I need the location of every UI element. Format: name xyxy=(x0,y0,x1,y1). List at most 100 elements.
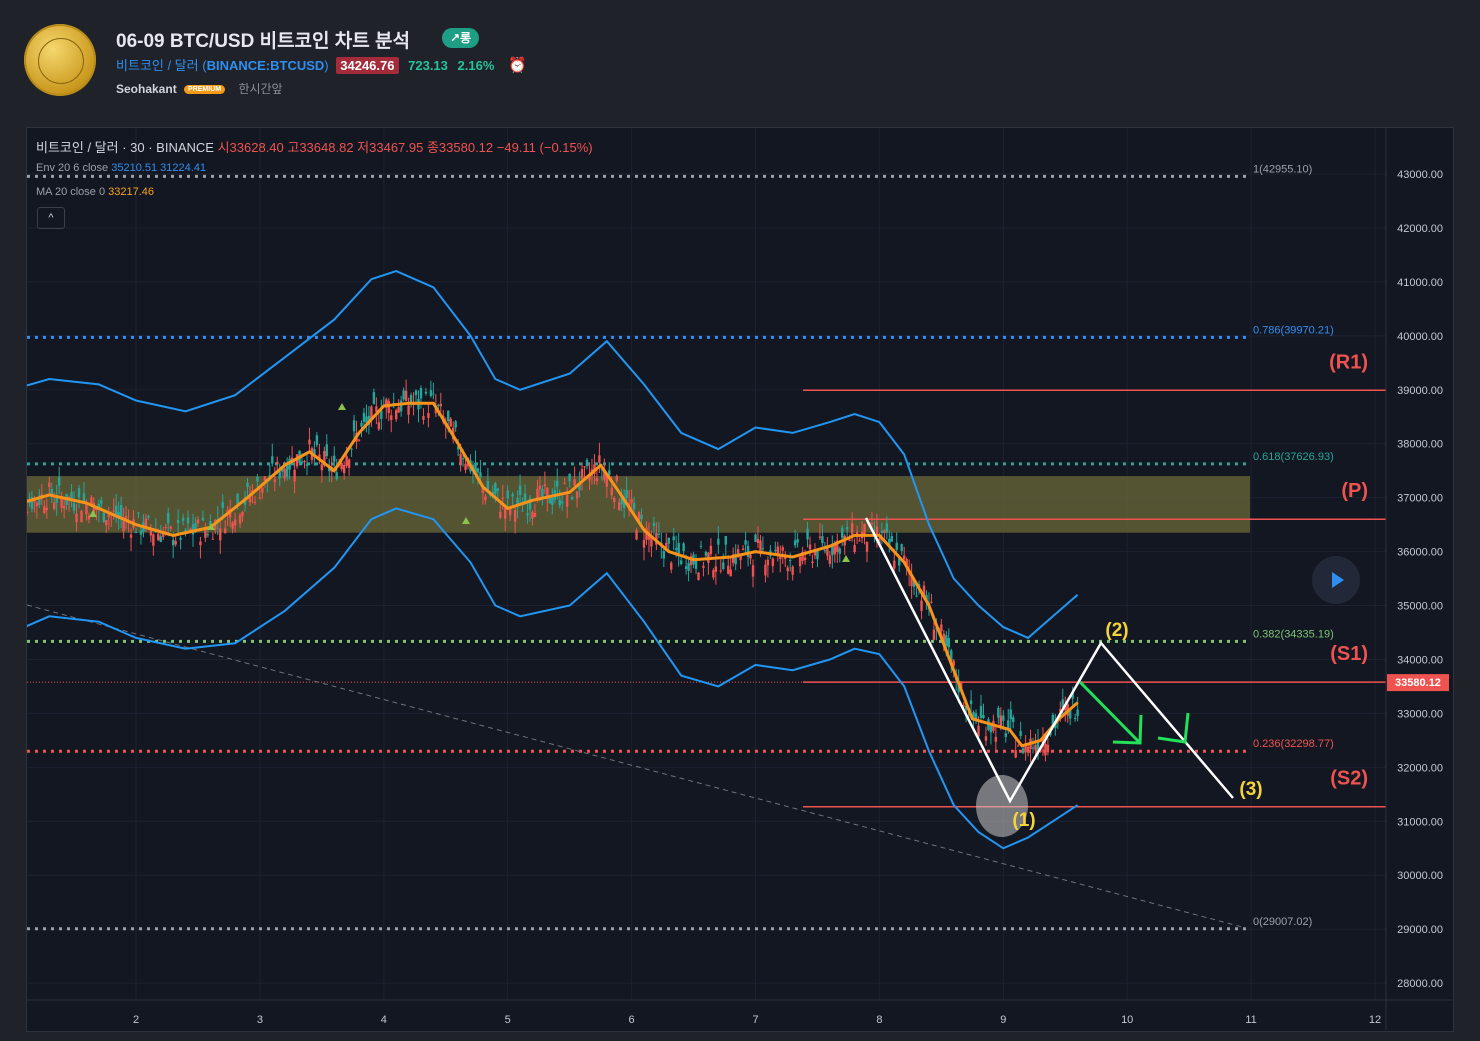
candle-body xyxy=(53,502,56,509)
candle-body xyxy=(263,476,267,481)
candle-body xyxy=(236,494,239,505)
fib-label: 0.786(39970.21) xyxy=(1253,324,1334,336)
author-name[interactable]: Seohakant xyxy=(116,82,177,96)
grid xyxy=(27,128,1386,1000)
candle-body xyxy=(231,522,234,529)
candle-body xyxy=(821,536,824,544)
candle-body xyxy=(682,543,685,552)
env-label: Env 20 6 close xyxy=(36,162,109,174)
time-axis[interactable]: 2 3 4 5 6 7 8 9 10 11 12 xyxy=(27,999,1452,1026)
candle-body xyxy=(447,410,450,422)
candle-body xyxy=(940,624,943,632)
candle-body xyxy=(276,461,279,464)
candle-body xyxy=(994,736,998,742)
candle-body xyxy=(982,715,985,719)
chart-area[interactable] xyxy=(26,127,1454,1032)
price-tick: 28000.00 xyxy=(1397,978,1443,990)
candle-body xyxy=(70,491,73,501)
play-button[interactable] xyxy=(1312,556,1360,604)
candle-body xyxy=(28,501,31,503)
candle-body xyxy=(204,529,207,538)
candle-body xyxy=(813,549,817,556)
candle-body xyxy=(407,405,410,415)
candle-body xyxy=(1034,744,1037,751)
candle-body xyxy=(479,472,482,478)
candle-body xyxy=(424,391,428,394)
candle-body xyxy=(179,537,182,540)
candle-body xyxy=(702,565,705,568)
symbol-line: 비트코인 / 달러 (BINANCE:BTCUSD) 34246.76 723.… xyxy=(116,55,527,74)
candle-body xyxy=(977,725,980,737)
fib-label: 0.382(34335.19) xyxy=(1253,628,1334,640)
price-tick: 38000.00 xyxy=(1397,439,1443,451)
candle-body xyxy=(759,540,762,553)
candle-body xyxy=(670,562,673,570)
pivot-label: (S1) xyxy=(1330,643,1368,665)
candle-body xyxy=(308,439,311,445)
candle-body xyxy=(181,518,185,521)
candle-body xyxy=(905,559,908,566)
candle-body xyxy=(746,545,750,557)
candle-body xyxy=(238,514,242,524)
candle-body xyxy=(293,469,296,482)
candle-body xyxy=(570,496,574,500)
symbol-name-link[interactable]: 비트코인 / 달러 xyxy=(116,58,199,73)
candle-body xyxy=(278,471,281,479)
ma-value: 33217.46 xyxy=(108,186,155,198)
candle-body xyxy=(675,548,678,550)
candle-body xyxy=(556,480,559,487)
candle-body xyxy=(1036,740,1040,752)
candle-body xyxy=(826,545,829,556)
candle-body xyxy=(563,482,566,484)
candle-body xyxy=(741,548,745,551)
candle-body xyxy=(464,463,467,470)
candle-body xyxy=(357,439,361,441)
candle-body xyxy=(1014,750,1017,758)
author-avatar[interactable] xyxy=(24,24,96,96)
candle-body xyxy=(459,453,462,465)
candle-body xyxy=(885,523,889,533)
candle-body xyxy=(456,446,460,450)
price-tick: 40000.00 xyxy=(1397,331,1443,343)
candle-body xyxy=(397,407,400,413)
candle-body xyxy=(342,465,346,474)
candle-body xyxy=(731,554,735,563)
candle-body xyxy=(152,534,155,546)
candle-body xyxy=(340,463,343,470)
candle-body xyxy=(890,536,893,542)
candle-body xyxy=(947,638,950,648)
candle-body xyxy=(608,470,611,476)
symbol-exchange-link[interactable]: BINANCE:BTCUSD xyxy=(206,58,325,73)
candle-body xyxy=(984,736,988,741)
price-axis[interactable]: 43000.00 42000.00 41000.00 40000.00 39000.00… xyxy=(1385,128,1443,1030)
candle-body xyxy=(751,565,755,577)
candle-body xyxy=(791,566,794,575)
candle-body xyxy=(841,527,844,538)
dashed-trendline xyxy=(27,604,1247,929)
published-time: 한시간앞 xyxy=(238,82,283,96)
candle-body xyxy=(21,498,23,506)
legend-envelope: Env 20 6 close 35210.51 31224.41 xyxy=(36,162,206,174)
price-tick: 39000.00 xyxy=(1397,385,1443,397)
candle-body xyxy=(77,488,81,498)
alarm-clock-icon[interactable]: ⏰ xyxy=(508,57,527,74)
candle-body xyxy=(290,457,294,461)
candle-body xyxy=(224,528,227,534)
candle-body xyxy=(1046,744,1050,753)
symbol-open-paren: ( xyxy=(202,58,207,73)
candle-body xyxy=(818,536,822,538)
candle-body xyxy=(806,528,809,540)
candle-body xyxy=(667,537,670,544)
candle-body xyxy=(372,392,376,404)
collapse-legend-button[interactable]: ^ xyxy=(37,207,65,229)
candle-body xyxy=(719,570,723,572)
author-line: Seohakant PREMIUM 한시간앞 xyxy=(116,80,283,97)
candle-body xyxy=(823,550,827,552)
time-tick: 9 xyxy=(1000,1014,1006,1026)
candle-body xyxy=(233,519,237,526)
candle-body xyxy=(139,530,143,535)
candle-body xyxy=(833,542,836,555)
candle-body xyxy=(952,660,955,666)
ma-line xyxy=(27,401,1079,748)
candle-body xyxy=(486,480,490,491)
